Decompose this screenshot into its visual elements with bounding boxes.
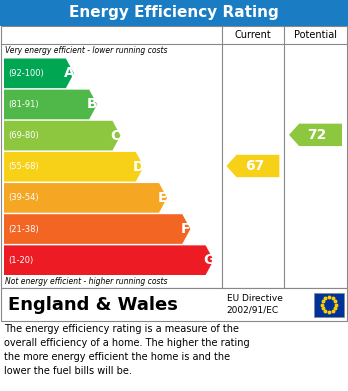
Text: (55-68): (55-68) <box>8 162 39 171</box>
Text: Current: Current <box>235 30 271 40</box>
Polygon shape <box>4 183 167 213</box>
Text: D: D <box>133 160 144 174</box>
Text: EU Directive
2002/91/EC: EU Directive 2002/91/EC <box>227 294 283 315</box>
Text: C: C <box>110 129 121 143</box>
Text: (81-91): (81-91) <box>8 100 39 109</box>
Polygon shape <box>4 90 97 119</box>
Bar <box>1 26 347 288</box>
Text: E: E <box>157 191 167 205</box>
Text: A: A <box>63 66 74 80</box>
Polygon shape <box>4 246 214 275</box>
Bar <box>1 288 347 321</box>
Polygon shape <box>289 124 342 146</box>
Text: Very energy efficient - lower running costs: Very energy efficient - lower running co… <box>5 46 167 55</box>
Polygon shape <box>4 152 144 181</box>
Text: B: B <box>87 97 97 111</box>
Polygon shape <box>227 155 279 177</box>
Text: (1-20): (1-20) <box>8 256 33 265</box>
Text: (92-100): (92-100) <box>8 69 44 78</box>
Text: (69-80): (69-80) <box>8 131 39 140</box>
Text: Not energy efficient - higher running costs: Not energy efficient - higher running co… <box>5 277 167 286</box>
Polygon shape <box>4 121 120 151</box>
Text: Potential: Potential <box>294 30 337 40</box>
Text: Energy Efficiency Rating: Energy Efficiency Rating <box>69 5 279 20</box>
Polygon shape <box>4 59 74 88</box>
Text: (21-38): (21-38) <box>8 224 39 233</box>
Text: 67: 67 <box>245 159 264 173</box>
Text: England & Wales: England & Wales <box>8 296 178 314</box>
Text: F: F <box>181 222 190 236</box>
Text: (39-54): (39-54) <box>8 194 39 203</box>
Polygon shape <box>4 214 190 244</box>
Bar <box>314 292 344 316</box>
Text: G: G <box>203 253 214 267</box>
Text: 72: 72 <box>307 128 327 142</box>
Text: The energy efficiency rating is a measure of the
overall efficiency of a home. T: The energy efficiency rating is a measur… <box>4 324 250 376</box>
Bar <box>0 0 348 26</box>
